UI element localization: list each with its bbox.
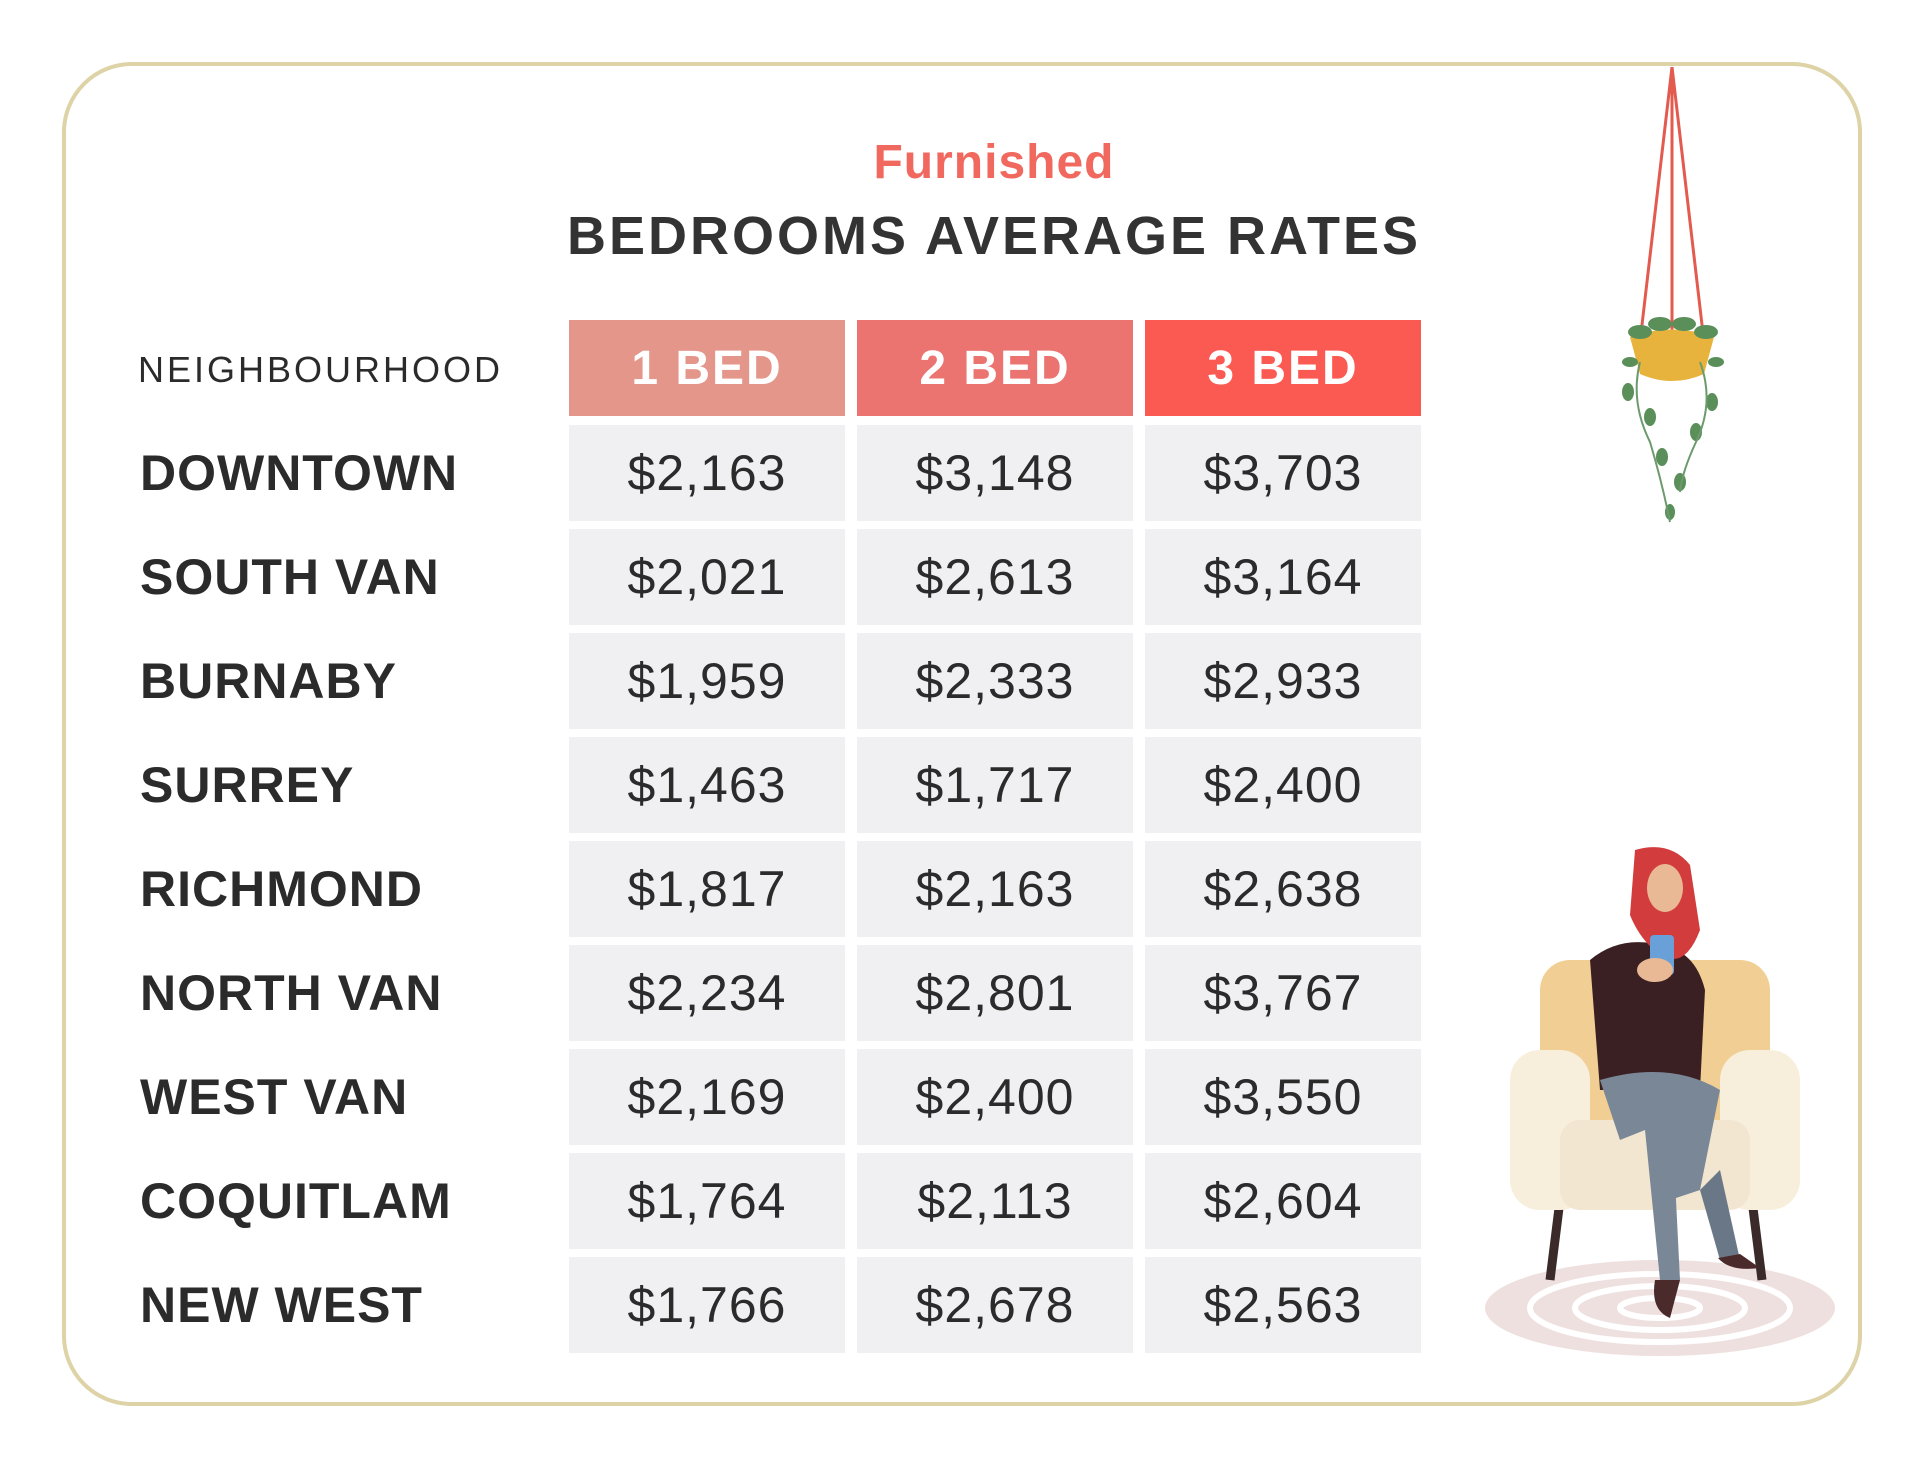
- woman-in-armchair-icon: [1485, 847, 1835, 1356]
- rate-cell: $3,550: [1145, 1049, 1421, 1145]
- row-label: WEST VAN: [140, 1069, 409, 1125]
- row-label: SOUTH VAN: [140, 549, 440, 605]
- rate-cell: $1,764: [569, 1153, 845, 1249]
- rate-cell: $2,933: [1145, 633, 1421, 729]
- rate-cell: $3,148: [857, 425, 1133, 521]
- rate-cell: $2,678: [857, 1257, 1133, 1353]
- rate-cell: $2,613: [857, 529, 1133, 625]
- rate-cell: $2,563: [1145, 1257, 1421, 1353]
- rate-cell: $2,801: [857, 945, 1133, 1041]
- rate-cell: $2,113: [857, 1153, 1133, 1249]
- hanging-plant-icon: [1622, 66, 1724, 523]
- rate-cell: $1,463: [569, 737, 845, 833]
- row-label: COQUITLAM: [140, 1173, 452, 1229]
- rate-cell: $2,333: [857, 633, 1133, 729]
- row-label: DOWNTOWN: [140, 445, 459, 501]
- rate-cell: $3,164: [1145, 529, 1421, 625]
- chart-title: BEDROOMS AVERAGE RATES: [566, 206, 1422, 266]
- row-label: NORTH VAN: [140, 965, 443, 1021]
- col-header-1-bed: 1 BED: [569, 320, 845, 416]
- rate-cell: $1,959: [569, 633, 845, 729]
- row-header-label: NEIGHBOURHOOD: [138, 349, 504, 390]
- rate-cell: $2,021: [569, 529, 845, 625]
- rate-cell: $3,703: [1145, 425, 1421, 521]
- rate-cell: $3,767: [1145, 945, 1421, 1041]
- rate-cell: $2,163: [569, 425, 845, 521]
- col-header-2-bed: 2 BED: [857, 320, 1133, 416]
- rate-cell: $1,717: [857, 737, 1133, 833]
- row-label: BURNABY: [140, 653, 397, 709]
- rate-cell: $2,163: [857, 841, 1133, 937]
- rate-cell: $1,817: [569, 841, 845, 937]
- rate-cell: $2,400: [1145, 737, 1421, 833]
- row-label: NEW WEST: [140, 1277, 423, 1333]
- col-header-3-bed: 3 BED: [1145, 320, 1421, 416]
- rate-cell: $1,766: [569, 1257, 845, 1353]
- rate-cell: $2,400: [857, 1049, 1133, 1145]
- chart-subtitle: Furnished: [873, 136, 1115, 189]
- rate-cell: $2,234: [569, 945, 845, 1041]
- rate-cell: $2,604: [1145, 1153, 1421, 1249]
- rate-cell: $2,169: [569, 1049, 845, 1145]
- row-label: RICHMOND: [140, 861, 423, 917]
- rate-cell: $2,638: [1145, 841, 1421, 937]
- row-label: SURREY: [140, 757, 355, 813]
